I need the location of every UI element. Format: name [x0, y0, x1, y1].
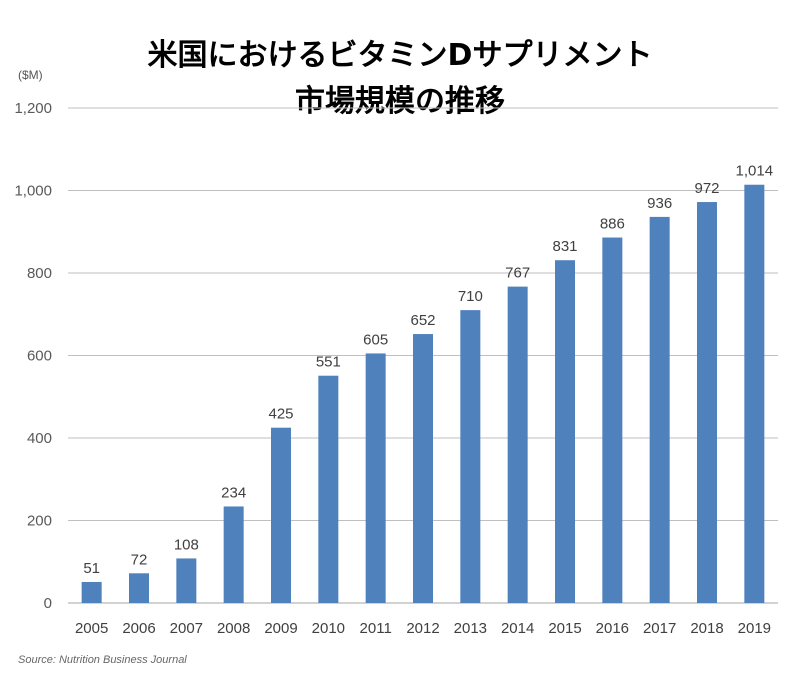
y-tick-label: 400 — [27, 430, 52, 447]
y-axis-ticks: 0 200 400 600 800 1,000 1,200 — [14, 100, 52, 612]
data-label-2006: 72 — [131, 551, 148, 568]
data-label-2010: 551 — [316, 354, 341, 371]
bar-2014 — [507, 286, 528, 603]
data-label-2016: 886 — [600, 216, 625, 233]
x-tick-label-2006: 2006 — [122, 620, 155, 637]
data-label-2007: 108 — [174, 536, 199, 553]
x-tick-label-2014: 2014 — [501, 620, 534, 637]
y-tick-label: 1,200 — [14, 100, 52, 117]
source-note: Source: Nutrition Business Journal — [18, 654, 187, 666]
bar-2005 — [81, 581, 102, 603]
data-labels: 51 72 108 234 425 551 605 652 710 767 831 886 936 972… — [83, 163, 773, 577]
x-tick-label-2013: 2013 — [454, 620, 487, 637]
x-tick-label-2005: 2005 — [75, 620, 108, 637]
x-tick-label-2017: 2017 — [643, 620, 676, 637]
data-label-2015: 831 — [552, 238, 577, 255]
data-label-2018: 972 — [694, 180, 719, 197]
bar-2006 — [129, 573, 149, 603]
bar-2018 — [697, 202, 717, 604]
bars — [81, 184, 765, 604]
data-label-2019: 1,014 — [736, 163, 774, 180]
data-label-2008: 234 — [221, 484, 246, 501]
x-tick-label-2010: 2010 — [312, 620, 345, 637]
x-tick-label-2009: 2009 — [264, 620, 297, 637]
y-tick-label: 200 — [27, 513, 52, 530]
y-tick-label: 1,000 — [14, 183, 52, 200]
data-label-2013: 710 — [458, 288, 483, 305]
data-label-2009: 425 — [268, 406, 293, 423]
bar-2012 — [413, 334, 433, 603]
bar-2008 — [223, 506, 244, 603]
x-tick-label-2015: 2015 — [548, 620, 581, 637]
bar-2013 — [460, 310, 481, 603]
bar-2007 — [176, 558, 197, 603]
chart-title-line2: 市場規模の推移 — [295, 84, 505, 119]
bar-2015 — [555, 260, 575, 603]
x-tick-label-2018: 2018 — [690, 620, 723, 637]
x-tick-label-2019: 2019 — [738, 620, 771, 637]
chart-title-line1: 米国におけるビタミンDサプリメント — [147, 38, 653, 73]
data-label-2011: 605 — [363, 331, 388, 348]
y-axis-unit-label: ($M) — [18, 68, 43, 82]
data-label-2005: 51 — [83, 560, 100, 577]
bar-2011 — [365, 353, 386, 603]
x-tick-label-2008: 2008 — [217, 620, 250, 637]
x-tick-label-2012: 2012 — [406, 620, 439, 637]
x-axis-labels: 2005 2006 2007 2008 2009 2010 2011 2012 2013 2014… — [75, 620, 771, 637]
x-tick-label-2007: 2007 — [170, 620, 203, 637]
bar-2017 — [649, 216, 670, 603]
x-tick-label-2011: 2011 — [360, 620, 392, 637]
data-label-2012: 652 — [410, 312, 435, 329]
bar-2010 — [318, 375, 339, 603]
data-label-2014: 767 — [505, 265, 530, 282]
bar-2016 — [602, 237, 623, 603]
y-tick-label: 0 — [44, 595, 52, 612]
y-tick-label: 600 — [27, 348, 52, 365]
x-tick-label-2016: 2016 — [596, 620, 629, 637]
data-label-2017: 936 — [647, 195, 672, 212]
bar-2009 — [271, 427, 291, 603]
bar-2019 — [744, 184, 765, 603]
y-tick-label: 800 — [27, 265, 52, 282]
